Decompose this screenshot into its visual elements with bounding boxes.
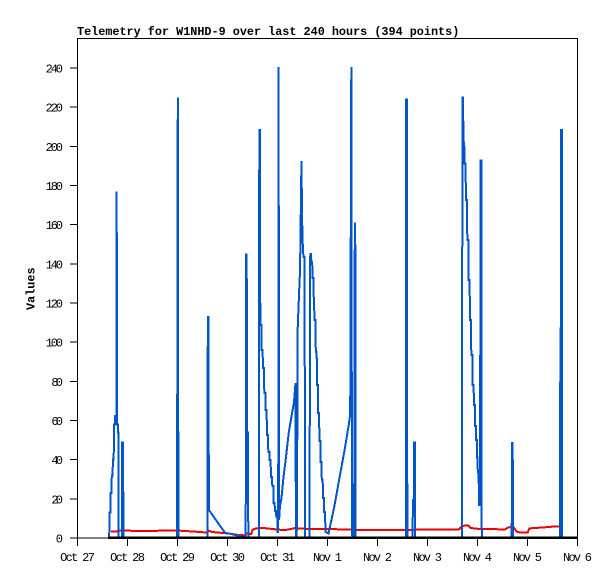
svg-text:Oct 28: Oct 28 bbox=[110, 551, 145, 565]
svg-text:Oct 27: Oct 27 bbox=[60, 551, 95, 565]
svg-text:120: 120 bbox=[46, 298, 63, 312]
svg-text:0: 0 bbox=[56, 533, 63, 547]
svg-text:Oct 31: Oct 31 bbox=[260, 551, 295, 565]
svg-text:220: 220 bbox=[46, 102, 63, 116]
svg-text:Telemetry for W1NHD-9 over las: Telemetry for W1NHD-9 over last 240 hour… bbox=[77, 25, 459, 39]
svg-text:40: 40 bbox=[51, 454, 63, 468]
svg-text:Nov 2: Nov 2 bbox=[363, 551, 392, 565]
svg-text:180: 180 bbox=[46, 180, 63, 194]
svg-text:20: 20 bbox=[51, 493, 63, 507]
svg-text:Values: Values bbox=[25, 267, 39, 309]
svg-text:60: 60 bbox=[51, 415, 63, 429]
svg-text:Oct 29: Oct 29 bbox=[160, 551, 195, 565]
svg-text:160: 160 bbox=[46, 219, 63, 233]
svg-text:100: 100 bbox=[46, 337, 63, 351]
svg-text:Nov 4: Nov 4 bbox=[463, 551, 492, 565]
svg-text:Nov 6: Nov 6 bbox=[563, 551, 592, 565]
svg-text:200: 200 bbox=[46, 141, 63, 155]
svg-text:Oct 30: Oct 30 bbox=[210, 551, 245, 565]
svg-text:Nov 5: Nov 5 bbox=[513, 551, 542, 565]
svg-text:80: 80 bbox=[51, 376, 63, 390]
svg-text:240: 240 bbox=[46, 63, 63, 77]
svg-text:140: 140 bbox=[46, 258, 63, 272]
svg-text:Nov 3: Nov 3 bbox=[413, 551, 442, 565]
svg-text:Nov 1: Nov 1 bbox=[313, 551, 342, 565]
